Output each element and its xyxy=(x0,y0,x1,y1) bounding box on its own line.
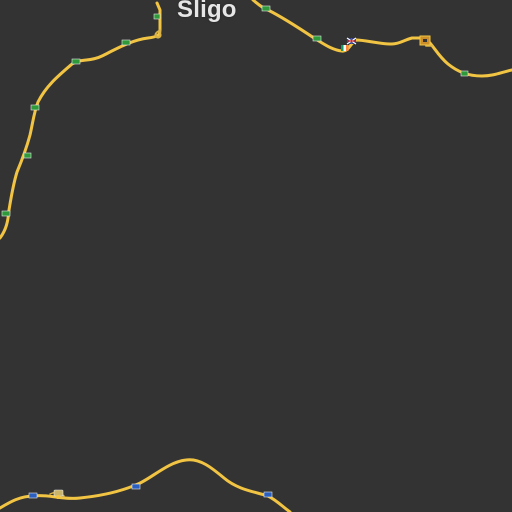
green-road-sign-icon xyxy=(1,210,11,217)
green-road-sign-icon xyxy=(312,35,322,42)
company-depot-icon[interactable] xyxy=(419,35,431,46)
green-road-sign-icon xyxy=(460,70,469,77)
green-road-sign-icon xyxy=(23,152,32,159)
blue-road-sign-icon xyxy=(263,491,273,498)
road-south xyxy=(0,458,292,512)
garage-icon[interactable] xyxy=(53,489,64,499)
green-road-sign-icon xyxy=(30,104,40,111)
city-label-sligo[interactable]: Sligo xyxy=(177,0,237,23)
green-road-sign-icon xyxy=(153,13,161,20)
blue-road-sign-icon xyxy=(28,492,38,499)
road-east xyxy=(251,0,512,78)
green-road-sign-icon xyxy=(121,39,131,46)
green-road-sign-icon xyxy=(71,58,81,65)
blue-road-sign-icon xyxy=(131,483,141,490)
uk-flag-icon xyxy=(346,37,357,45)
ireland-flag-icon xyxy=(341,45,349,51)
road-west xyxy=(0,1,162,240)
sligo-junction-icon xyxy=(154,31,162,39)
green-road-sign-icon xyxy=(261,5,271,12)
